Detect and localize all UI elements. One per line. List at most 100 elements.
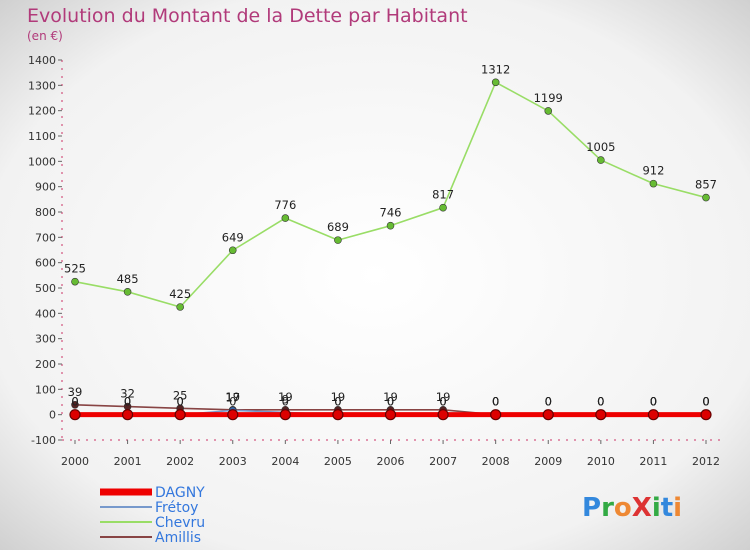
x-tick-label: 2005 xyxy=(324,455,352,468)
data-label: 0 xyxy=(650,395,657,409)
data-label: 0 xyxy=(124,395,131,409)
data-label: 0 xyxy=(177,395,184,409)
data-label: 1199 xyxy=(534,91,563,105)
data-label: 485 xyxy=(117,272,139,286)
logo-text: ProXiti xyxy=(582,493,682,523)
data-label: 9 xyxy=(282,392,289,406)
data-label: 649 xyxy=(222,230,244,244)
x-tick-label: 2010 xyxy=(587,455,615,468)
data-point xyxy=(176,303,184,311)
logo-letter: t xyxy=(661,493,673,523)
data-label: 0 xyxy=(334,395,341,409)
data-label: 19 xyxy=(383,390,398,404)
data-label: 1005 xyxy=(586,140,615,154)
data-point xyxy=(437,409,449,421)
data-point xyxy=(649,179,658,188)
data-point xyxy=(121,409,134,421)
x-tick-label: 2007 xyxy=(429,455,457,468)
data-label: 0 xyxy=(545,395,552,409)
data-label: 525 xyxy=(64,262,86,276)
y-tick-label: 1300 xyxy=(28,79,56,92)
data-label: 817 xyxy=(432,188,454,202)
y-tick-label: 200 xyxy=(35,358,56,371)
data-label: 0 xyxy=(492,395,499,409)
data-point xyxy=(544,107,553,115)
x-tick-label: 2012 xyxy=(692,455,720,468)
data-label: 776 xyxy=(274,198,296,212)
data-point xyxy=(384,409,397,421)
data-point xyxy=(227,409,239,421)
x-tick-label: 2001 xyxy=(114,455,142,468)
x-tick-label: 2000 xyxy=(61,455,89,468)
data-label: 0 xyxy=(229,395,236,409)
x-tick-label: 2006 xyxy=(377,455,405,468)
data-label: 0 xyxy=(387,395,394,409)
data-point xyxy=(595,409,607,421)
data-point xyxy=(439,203,447,212)
y-tick-label: 500 xyxy=(35,282,56,295)
data-point xyxy=(647,409,660,421)
data-label: 0 xyxy=(334,395,341,409)
logo-letter: o xyxy=(614,493,632,523)
data-label: 0 xyxy=(387,395,394,409)
data-label: 0 xyxy=(702,395,709,409)
data-label: 0 xyxy=(492,395,499,409)
data-label: 39 xyxy=(68,385,83,399)
data-label: 0 xyxy=(597,395,604,409)
data-label: 0 xyxy=(439,395,446,409)
data-label: 912 xyxy=(642,164,664,178)
data-label: 689 xyxy=(327,220,349,234)
data-label: 0 xyxy=(439,395,446,409)
data-label: 0 xyxy=(597,395,604,409)
x-tick-label: 2008 xyxy=(482,455,510,468)
data-label: 0 xyxy=(177,395,184,409)
data-point xyxy=(123,287,132,296)
data-label: 425 xyxy=(169,287,191,301)
data-point xyxy=(542,409,554,421)
data-point xyxy=(279,409,291,421)
data-point xyxy=(700,409,712,421)
y-tick-label: 300 xyxy=(35,333,56,346)
x-tick-label: 2003 xyxy=(219,455,247,468)
logo-letter: X xyxy=(632,493,652,523)
y-tick-label: 1000 xyxy=(28,155,56,168)
data-label: 0 xyxy=(545,395,552,409)
data-label: 0 xyxy=(282,395,289,409)
x-tick-label: 2004 xyxy=(271,455,299,468)
logo-letter: P xyxy=(582,493,601,523)
y-tick-label: 900 xyxy=(35,181,56,194)
y-tick-label: 1100 xyxy=(28,130,56,143)
data-label: 19 xyxy=(436,390,451,404)
chart-title: Evolution du Montant de la Dette par Hab… xyxy=(27,5,468,27)
logo-letter: i xyxy=(652,493,661,523)
data-point xyxy=(281,214,290,222)
logo-letter: r xyxy=(601,493,614,523)
y-tick-label: 800 xyxy=(35,206,56,219)
y-tick-label: 600 xyxy=(35,257,56,270)
axes: -100010020030040050060070080090010001100… xyxy=(28,54,722,468)
data-label: 19 xyxy=(278,390,293,404)
data-point xyxy=(71,400,79,409)
data-label: 0 xyxy=(650,395,657,409)
legend-label: Chevru xyxy=(155,515,205,531)
data-label: 0 xyxy=(702,395,709,409)
data-point xyxy=(334,236,342,244)
data-label: 17 xyxy=(225,390,240,404)
data-label: 0 xyxy=(702,395,709,409)
chart-subtitle: (en €) xyxy=(27,29,63,43)
y-tick-label: 400 xyxy=(35,307,56,320)
data-label: 0 xyxy=(650,395,657,409)
legend-label: Frétoy xyxy=(155,500,198,516)
y-tick-label: 700 xyxy=(35,231,56,244)
data-labels: 525 485 425 649 776 689 746 817 1312 1199 1005 912 8… xyxy=(64,62,717,408)
data-label: 25 xyxy=(173,388,188,402)
y-tick-label: 0 xyxy=(49,409,56,422)
data-label: 0 xyxy=(71,395,78,409)
y-tick-label: -100 xyxy=(31,434,56,447)
y-tick-label: 1400 xyxy=(28,54,56,67)
data-point xyxy=(332,409,344,421)
data-point xyxy=(69,409,81,421)
